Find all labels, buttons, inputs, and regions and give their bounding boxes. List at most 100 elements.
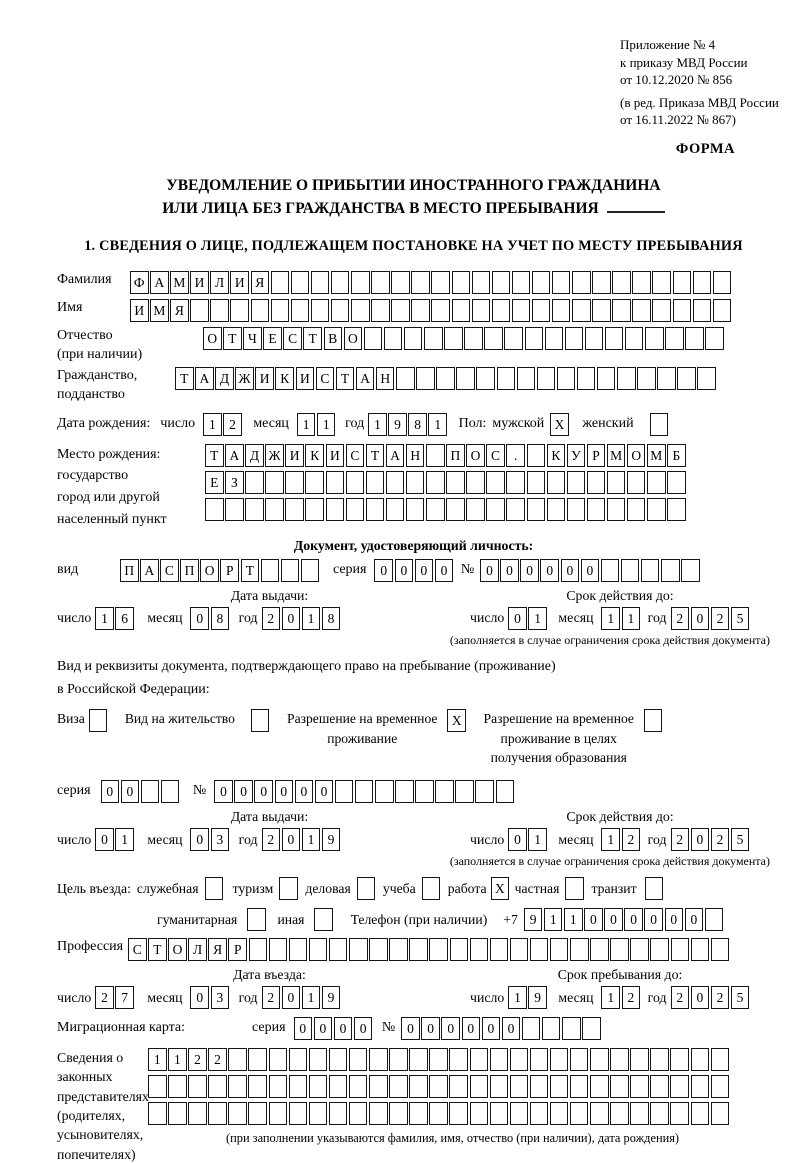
form-cell[interactable]	[549, 938, 569, 962]
form-cell[interactable]	[369, 1048, 388, 1072]
form-cell[interactable]: 9	[321, 828, 341, 852]
form-cell[interactable]: Д	[215, 367, 234, 391]
form-cell[interactable]: 0	[281, 606, 301, 630]
form-cell[interactable]	[300, 558, 320, 582]
form-cell[interactable]	[531, 271, 551, 295]
form-cell[interactable]	[168, 1075, 187, 1099]
form-cell[interactable]	[697, 367, 716, 391]
form-cell[interactable]	[248, 938, 268, 962]
form-cell[interactable]: 0	[604, 908, 623, 932]
form-cell[interactable]	[230, 299, 249, 323]
form-cell[interactable]: 2	[710, 606, 730, 630]
form-cell[interactable]	[429, 1102, 448, 1126]
form-cell[interactable]	[416, 367, 435, 391]
form-cell[interactable]: Е	[263, 327, 282, 351]
form-cell[interactable]: 2	[208, 1048, 227, 1072]
form-cell[interactable]	[190, 299, 209, 323]
form-cell[interactable]: Ж	[235, 367, 254, 391]
form-cell[interactable]: .	[506, 443, 525, 467]
form-cell[interactable]: К	[275, 367, 294, 391]
form-cell[interactable]	[424, 327, 443, 351]
form-cell[interactable]	[385, 470, 405, 494]
form-cell[interactable]	[710, 1102, 730, 1126]
form-cell[interactable]	[712, 271, 732, 295]
form-cell[interactable]	[692, 271, 712, 295]
form-cell[interactable]	[526, 497, 545, 521]
form-cell[interactable]	[612, 299, 631, 323]
form-cell[interactable]	[647, 497, 666, 521]
form-cell[interactable]: С	[486, 443, 505, 467]
form-cell[interactable]: 1	[564, 908, 583, 932]
form-cell[interactable]	[228, 1102, 247, 1126]
form-cell[interactable]	[643, 708, 663, 732]
form-cell[interactable]: И	[325, 443, 345, 467]
form-cell[interactable]	[455, 780, 474, 804]
form-cell[interactable]	[610, 1048, 629, 1072]
form-cell[interactable]	[549, 1102, 569, 1126]
form-cell[interactable]: 5	[730, 828, 750, 852]
form-cell[interactable]: А	[150, 271, 169, 295]
form-cell[interactable]	[405, 497, 425, 521]
form-cell[interactable]	[570, 938, 589, 962]
form-cell[interactable]	[610, 938, 629, 962]
form-cell[interactable]	[314, 908, 333, 932]
form-cell[interactable]: 0	[520, 558, 539, 582]
form-cell[interactable]	[600, 558, 620, 582]
form-cell[interactable]: 0	[293, 1017, 313, 1041]
form-cell[interactable]	[486, 470, 505, 494]
form-cell[interactable]	[565, 877, 584, 901]
form-cell[interactable]	[596, 367, 616, 391]
form-cell[interactable]: С	[345, 443, 365, 467]
form-cell[interactable]	[383, 327, 403, 351]
form-cell[interactable]: 0	[254, 780, 273, 804]
form-cell[interactable]	[88, 708, 108, 732]
form-cell[interactable]: 1	[301, 986, 321, 1010]
form-cell[interactable]	[348, 1102, 368, 1126]
form-cell[interactable]: 0	[690, 986, 710, 1010]
form-cell[interactable]: М	[647, 443, 666, 467]
form-cell[interactable]: Е	[205, 470, 224, 494]
form-cell[interactable]	[345, 470, 365, 494]
form-cell[interactable]: 0	[441, 1017, 460, 1041]
form-cell[interactable]	[409, 1048, 428, 1072]
form-cell[interactable]: 0	[540, 558, 559, 582]
form-cell[interactable]	[672, 299, 692, 323]
form-cell[interactable]: И	[230, 271, 249, 295]
form-cell[interactable]: 0	[644, 908, 663, 932]
form-cell[interactable]: М	[170, 271, 189, 295]
form-cell[interactable]	[305, 497, 324, 521]
form-cell[interactable]	[647, 470, 666, 494]
form-cell[interactable]: А	[385, 443, 405, 467]
form-cell[interactable]: 2	[261, 828, 281, 852]
form-cell[interactable]	[444, 327, 463, 351]
form-cell[interactable]	[529, 1075, 549, 1099]
form-cell[interactable]: 1	[601, 986, 620, 1010]
form-cell[interactable]	[590, 1102, 609, 1126]
form-cell[interactable]: 8	[408, 412, 427, 436]
form-cell[interactable]	[546, 497, 566, 521]
form-cell[interactable]	[389, 1048, 408, 1072]
form-cell[interactable]: 1	[296, 412, 316, 436]
form-cell[interactable]	[476, 367, 495, 391]
form-cell[interactable]: 0	[190, 606, 209, 630]
form-cell[interactable]	[569, 1075, 589, 1099]
form-cell[interactable]: 2	[95, 986, 114, 1010]
form-cell[interactable]	[610, 1075, 629, 1099]
form-cell[interactable]	[431, 299, 450, 323]
form-cell[interactable]	[245, 470, 264, 494]
form-cell[interactable]: 0	[480, 558, 499, 582]
form-cell[interactable]	[632, 299, 651, 323]
form-cell[interactable]: 0	[374, 558, 393, 582]
form-cell[interactable]	[351, 299, 370, 323]
form-cell[interactable]	[516, 367, 536, 391]
form-cell[interactable]	[429, 938, 448, 962]
form-cell[interactable]: 1	[301, 606, 321, 630]
form-cell[interactable]	[544, 327, 564, 351]
form-cell[interactable]: 1	[601, 828, 620, 852]
form-cell[interactable]: Т	[205, 443, 224, 467]
form-cell[interactable]	[464, 327, 483, 351]
form-cell[interactable]: 0	[234, 780, 253, 804]
form-cell[interactable]: 0	[313, 1017, 333, 1041]
form-cell[interactable]	[495, 780, 515, 804]
form-cell[interactable]: 0	[401, 1017, 420, 1041]
